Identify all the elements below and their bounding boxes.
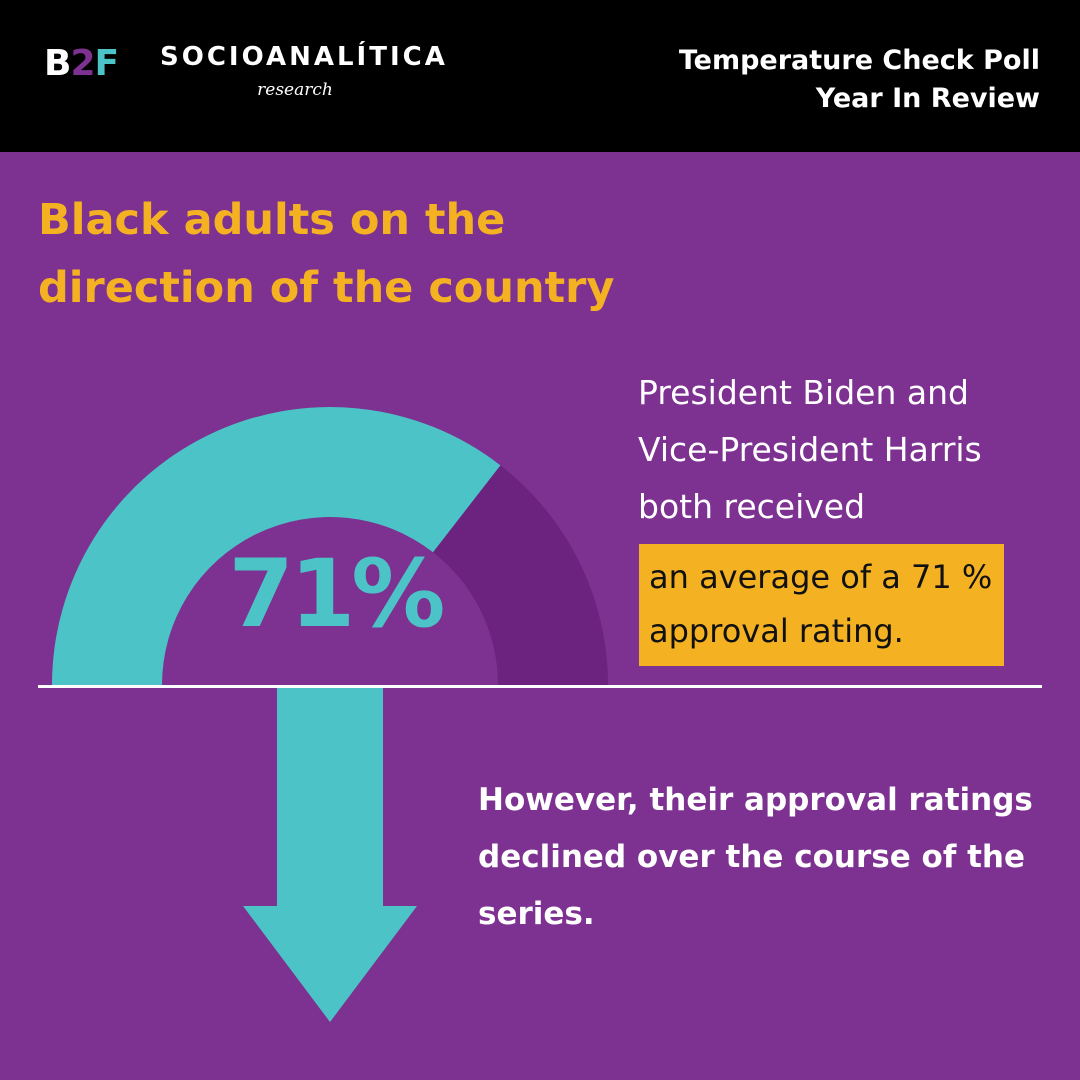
socioanalitica-subtitle: research (257, 80, 333, 100)
report-title-line1: Temperature Check Poll (678, 45, 1040, 76)
stat-text: President Biden and Vice-President Harri… (638, 373, 982, 526)
socioanalitica-wordmark: SOCIOANALÍTICA (160, 42, 448, 72)
stat-highlight-line2: approval rating. (649, 612, 904, 650)
socioanalitica-logo: SOCIOANALÍTICA research (160, 44, 450, 100)
gauge-track (432, 465, 608, 685)
arrow-down-icon (243, 688, 417, 1022)
gauge-fill (52, 407, 501, 685)
page-headline: Black adults on the direction of the cou… (38, 195, 615, 313)
header-bar: B2F SOCIOANALÍTICA research Temperature … (0, 0, 1080, 152)
stat-highlight-line1: an average of a 71 % (649, 558, 993, 596)
b2f-logo: B2F (44, 43, 119, 84)
divider-line (38, 685, 1042, 688)
report-title: Temperature Check Poll Year In Review (679, 42, 1040, 118)
report-title-line2: Year In Review (815, 83, 1040, 114)
stat-highlight: an average of a 71 % approval rating. (639, 544, 1005, 666)
approval-gauge (52, 407, 608, 685)
gauge-value-label: 71% (228, 540, 446, 649)
trend-text: However, their approval ratings declined… (478, 782, 1033, 932)
